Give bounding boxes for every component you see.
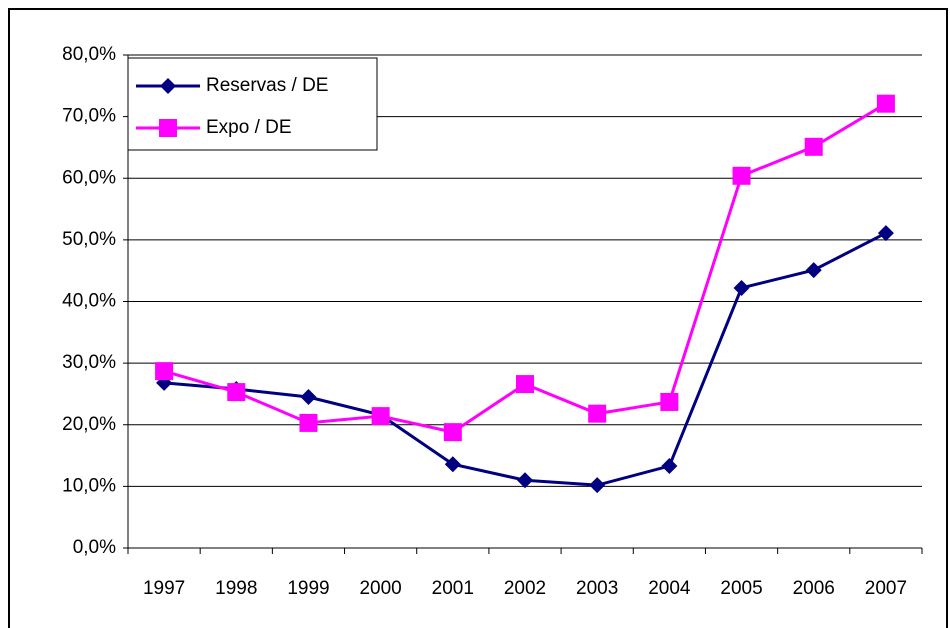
- x-tick-label: 2002: [504, 578, 546, 599]
- x-tick-label: 2003: [576, 578, 618, 599]
- marker: [877, 225, 894, 242]
- legend-label: Expo / DE: [206, 117, 292, 138]
- chart-border: [8, 8, 948, 628]
- marker: [227, 383, 246, 402]
- series-line: [163, 231, 887, 487]
- x-tick-label: 1998: [215, 578, 257, 599]
- y-tick-label: 60,0%: [62, 167, 116, 188]
- marker: [804, 137, 823, 156]
- x-tick-label: 2007: [865, 578, 907, 599]
- marker: [805, 262, 822, 279]
- marker: [733, 279, 750, 296]
- x-tick-label: 1997: [143, 578, 185, 599]
- x-tick-label: 2005: [720, 578, 762, 599]
- x-tick-label: 2006: [793, 578, 835, 599]
- y-tick-label: 20,0%: [62, 414, 116, 435]
- marker: [371, 407, 390, 426]
- y-tick-label: 80,0%: [62, 44, 116, 65]
- y-tick-label: 0,0%: [73, 537, 116, 558]
- x-tick-label: 2001: [432, 578, 474, 599]
- x-tick-label: 2000: [359, 578, 401, 599]
- marker: [660, 392, 679, 411]
- y-tick-label: 40,0%: [62, 291, 116, 312]
- marker: [155, 362, 174, 381]
- marker: [876, 94, 895, 113]
- y-tick-label: 50,0%: [62, 229, 116, 250]
- marker: [299, 413, 318, 432]
- marker: [444, 456, 461, 473]
- legend-label: Reservas / DE: [206, 75, 328, 96]
- marker: [160, 78, 176, 94]
- y-tick-label: 10,0%: [62, 475, 116, 496]
- x-tick-label: 2004: [648, 578, 691, 599]
- y-tick-label: 30,0%: [62, 352, 116, 373]
- marker: [300, 389, 317, 406]
- marker: [516, 375, 534, 394]
- marker: [159, 119, 177, 137]
- marker: [732, 166, 751, 185]
- y-tick-label: 70,0%: [62, 106, 116, 127]
- marker: [517, 472, 533, 489]
- marker: [588, 404, 607, 423]
- marker: [589, 477, 606, 494]
- marker: [661, 458, 678, 475]
- x-tick-label: 1999: [287, 578, 329, 599]
- marker: [443, 423, 462, 442]
